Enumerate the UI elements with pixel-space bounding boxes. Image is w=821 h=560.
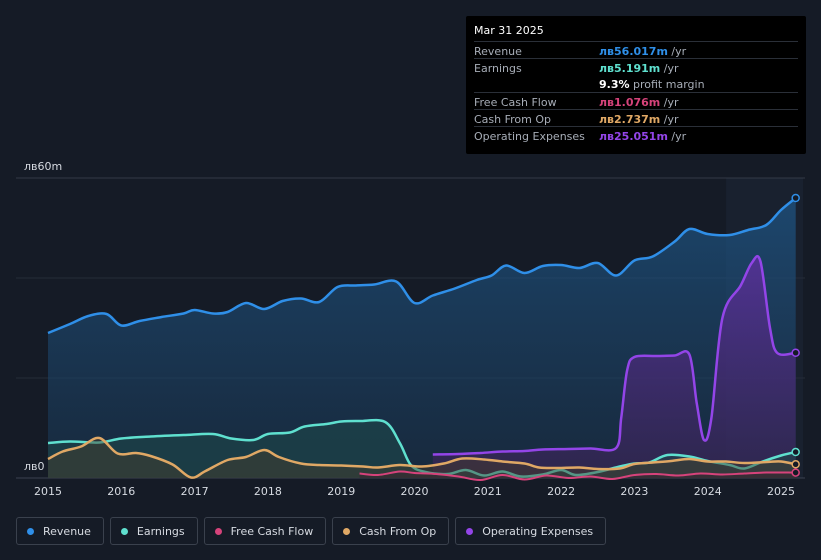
financial-chart: лв60m лв0 2015 2016 2017 2018 2019 2020 2021 20… [16, 160, 805, 498]
legend-item-revenue[interactable]: Revenue [16, 517, 104, 545]
legend-label-earnings: Earnings [136, 524, 185, 538]
tooltip-row-earnings: Earnings лв5.191m /yr [474, 58, 798, 75]
tooltip-row-margin: 9.3% profit margin [474, 75, 798, 92]
legend-item-opex[interactable]: Operating Expenses [455, 517, 607, 545]
revenue-end-point[interactable] [791, 193, 800, 203]
legend-label-cfo: Cash From Op [359, 524, 437, 538]
tooltip-value-margin: 9.3% [599, 78, 630, 91]
tooltip-unit-revenue: /yr [667, 45, 687, 58]
x-tick-label: 2019 [327, 485, 355, 498]
cfo-line [47, 436, 796, 479]
revenue-area [48, 198, 796, 478]
tooltip-value-cfo: лв2.737m [599, 113, 661, 126]
tooltip-value-earnings: лв5.191m [599, 62, 661, 75]
tooltip-row-fcf: Free Cash Flow лв1.076m /yr [474, 92, 798, 109]
fcf-end-point[interactable] [791, 468, 800, 477]
tooltip-row-opex: Operating Expenses лв25.051m /yr [474, 126, 798, 143]
fcf-dot-icon [214, 527, 222, 535]
tooltip-unit-earnings: /yr [660, 62, 679, 75]
tooltip-date: Mar 31 2025 [474, 24, 544, 37]
tooltip-label-opex: Operating Expenses [474, 130, 585, 143]
tooltip-text-margin: profit margin [629, 78, 705, 91]
tooltip-value-fcf: лв1.076m [599, 96, 661, 109]
tooltip-unit-cfo: /yr [660, 113, 679, 126]
x-tick-label: 2018 [254, 485, 282, 498]
x-tick-label: 2020 [401, 485, 429, 498]
tooltip-row-revenue: Revenue лв56.017m /yr [474, 41, 798, 58]
opex-dot-icon [466, 527, 474, 535]
earnings-end-point[interactable] [791, 447, 800, 457]
x-tick-label: 2025 [767, 485, 795, 498]
opex-end-point[interactable] [791, 348, 800, 357]
revenue-dot-icon [27, 527, 34, 535]
chart-legend: Revenue Earnings Free Cash Flow Cash Fro… [16, 517, 607, 547]
cfo-end-point[interactable] [791, 460, 800, 469]
tooltip-label-earnings: Earnings [474, 62, 522, 75]
fcf-line [359, 470, 796, 482]
opex-area [432, 256, 796, 478]
opex-line [432, 254, 796, 456]
x-tick-label: 2023 [620, 485, 648, 498]
tooltip-value-opex: лв25.051m [599, 130, 668, 143]
earnings-line [47, 418, 796, 478]
cfo-dot-icon [343, 527, 351, 535]
legend-item-fcf[interactable]: Free Cash Flow [203, 517, 327, 545]
x-tick-label: 2022 [547, 485, 575, 498]
legend-label-revenue: Revenue [43, 524, 91, 538]
legend-label-fcf: Free Cash Flow [230, 524, 314, 538]
earnings-area [48, 420, 796, 478]
y-axis-label-top: лв60m [24, 160, 62, 173]
tooltip-label-revenue: Revenue [474, 45, 522, 58]
x-tick-label: 2016 [107, 485, 135, 498]
legend-label-opex: Operating Expenses [482, 524, 594, 538]
earnings-dot-icon [120, 527, 128, 535]
revenue-line [47, 197, 797, 335]
tooltip-unit-opex: /yr [667, 130, 687, 143]
cfo-area [48, 437, 796, 478]
y-axis-label-bottom: лв0 [24, 460, 45, 473]
legend-item-cfo[interactable]: Cash From Op [332, 517, 450, 545]
tooltip-row-cfo: Cash From Op лв2.737m /yr [474, 109, 798, 126]
x-tick-label: 2021 [474, 485, 502, 498]
x-tick-label: 2024 [694, 485, 722, 498]
tooltip-unit-fcf: /yr [660, 96, 679, 109]
x-tick-label: 2017 [181, 485, 209, 498]
fcf-area [359, 471, 796, 481]
tooltip-label-cfo: Cash From Op [474, 113, 552, 126]
tooltip-value-revenue: лв56.017m [599, 45, 668, 58]
legend-item-earnings[interactable]: Earnings [109, 517, 198, 545]
data-tooltip: Mar 31 2025 Revenue лв56.017m /yr Earnin… [466, 16, 806, 154]
x-tick-label: 2015 [34, 485, 62, 498]
tooltip-label-fcf: Free Cash Flow [474, 96, 557, 109]
